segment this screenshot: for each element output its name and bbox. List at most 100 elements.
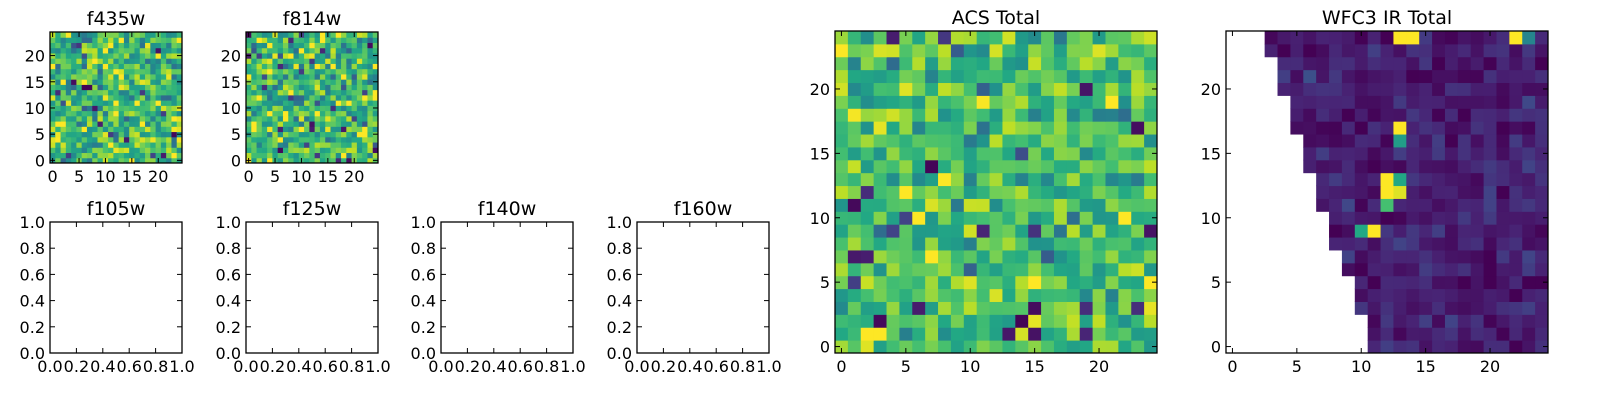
heatmap-cell <box>251 58 258 64</box>
heatmap-cell <box>1131 340 1145 354</box>
heatmap-cell <box>134 121 141 127</box>
heatmap-cell <box>362 79 368 85</box>
heatmap-cell <box>1367 108 1382 122</box>
heatmap-cell <box>938 56 952 71</box>
heatmap-cell <box>860 301 875 315</box>
y-tick-label: 15 <box>25 73 45 92</box>
heatmap-cell <box>166 126 172 133</box>
heatmap-cell <box>963 237 978 251</box>
heatmap-cell <box>938 301 952 315</box>
heatmap-cell <box>1354 262 1369 277</box>
heatmap-cell <box>92 100 99 106</box>
heatmap-cell <box>1509 185 1523 199</box>
heatmap-cell <box>1053 56 1068 71</box>
heatmap-cell <box>325 126 331 133</box>
heatmap-cell <box>288 32 295 38</box>
heatmap-cell <box>1144 249 1158 264</box>
heatmap-cell <box>102 152 109 159</box>
heatmap-cell <box>309 121 316 127</box>
heatmap-cell <box>50 100 56 106</box>
heatmap-cell <box>118 126 125 133</box>
heatmap-cell <box>246 42 252 49</box>
heatmap-cell <box>118 94 125 101</box>
heatmap-cell <box>351 100 358 106</box>
heatmap-cell <box>1367 327 1382 341</box>
heatmap-cell <box>123 100 130 106</box>
heatmap-cell <box>319 42 326 49</box>
heatmap-cell <box>1041 211 1055 225</box>
heatmap-cell <box>1444 275 1459 290</box>
heatmap-cell <box>912 327 926 341</box>
heatmap-cell <box>60 100 67 106</box>
heatmap-cell <box>925 31 939 45</box>
heatmap-cell <box>989 82 1003 96</box>
heatmap-cell <box>1144 31 1158 45</box>
heatmap-cell <box>860 69 875 84</box>
heatmap-cell <box>362 131 368 138</box>
heatmap-cell <box>1457 146 1472 161</box>
heatmap-cell <box>81 121 88 127</box>
heatmap-cell <box>367 105 374 112</box>
heatmap-cell <box>108 100 114 106</box>
heatmap-cell <box>160 68 167 75</box>
heatmap-cell <box>1131 314 1145 328</box>
heatmap-cell <box>86 52 93 59</box>
heatmap-cell <box>976 146 991 161</box>
heatmap-cell <box>1092 146 1106 161</box>
heatmap-cell <box>92 121 99 127</box>
heatmap-cell <box>155 89 162 96</box>
heatmap-cell <box>925 275 939 290</box>
heatmap-cell <box>102 142 109 148</box>
heatmap-cell <box>899 121 913 135</box>
heatmap-cell <box>1002 69 1016 84</box>
heatmap-cell <box>1118 340 1132 354</box>
heatmap-cell <box>1079 56 1094 71</box>
heatmap-cell <box>1079 327 1094 341</box>
heatmap-cell <box>1419 340 1433 354</box>
heatmap-cell <box>1002 172 1016 187</box>
heatmap-cell <box>1341 108 1356 122</box>
heatmap-cell <box>60 89 67 96</box>
heatmap-cell <box>314 131 321 138</box>
heatmap-cell <box>938 43 952 58</box>
heatmap-cell <box>123 136 130 143</box>
heatmap-cell <box>309 32 316 38</box>
heatmap-cell <box>108 47 114 54</box>
heatmap-cell <box>166 37 172 43</box>
heatmap-cell <box>160 131 167 138</box>
heatmap-cell <box>81 142 88 148</box>
heatmap-cell <box>873 146 888 161</box>
heatmap-cell <box>325 42 331 49</box>
heatmap-cell <box>309 110 316 117</box>
heatmap-cell <box>102 131 109 138</box>
heatmap-cell <box>293 105 300 112</box>
heatmap-cell <box>134 100 141 106</box>
heatmap-cell <box>314 136 321 143</box>
heatmap-cell <box>86 68 93 75</box>
heatmap-cell <box>282 84 289 91</box>
heatmap-cell <box>1041 314 1055 328</box>
heatmap-cell <box>246 68 252 75</box>
heatmap-cell <box>886 249 900 264</box>
heatmap-cell <box>335 37 342 43</box>
heatmap-cell <box>1131 327 1145 341</box>
heatmap-cell <box>166 73 172 80</box>
heatmap-cell <box>171 105 178 112</box>
heatmap-cell <box>314 115 321 122</box>
heatmap-cell <box>108 142 114 148</box>
heatmap-cell <box>171 32 178 38</box>
heatmap-cell <box>108 52 114 59</box>
heatmap-cell <box>1457 275 1472 290</box>
heatmap-cell <box>1329 185 1343 199</box>
heatmap-cell <box>1406 159 1420 174</box>
heatmap-cell <box>925 108 939 122</box>
axes-frame <box>1225 30 1549 354</box>
heatmap-cell <box>309 42 316 49</box>
heatmap-cell <box>1470 43 1485 58</box>
heatmap-cell <box>1419 327 1433 341</box>
heatmap-cell <box>282 47 289 54</box>
heatmap-cell <box>1354 237 1369 251</box>
heatmap-cell <box>97 110 104 117</box>
heatmap-cell <box>1535 56 1549 71</box>
heatmap-cell <box>272 37 279 43</box>
